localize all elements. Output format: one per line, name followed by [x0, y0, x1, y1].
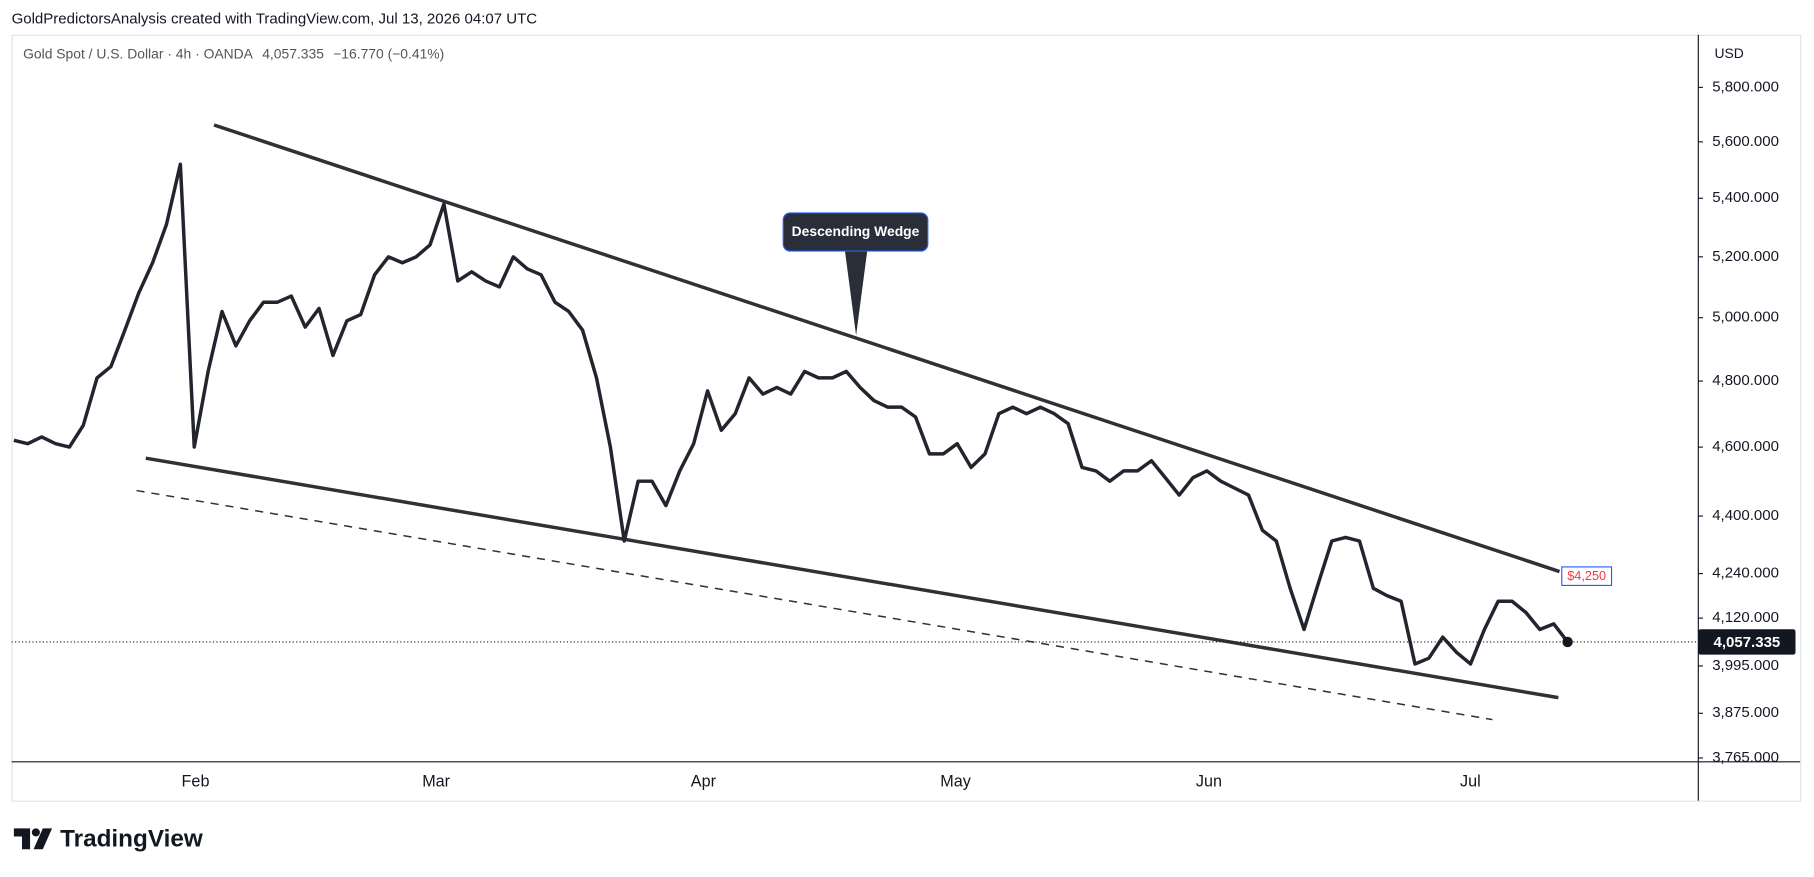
x-tick-label: Feb [182, 772, 210, 790]
last-price-tag [1698, 629, 1796, 655]
brand: TradingView [60, 825, 203, 852]
x-tick-label: Apr [691, 772, 717, 790]
last-price-label: 4,057.335 [1713, 634, 1780, 651]
symbol-title: Gold Spot / U.S. Dollar · 4h · OANDA 4,05… [23, 45, 444, 61]
symbol: Gold Spot / U.S. Dollar · 4h · OANDA [23, 45, 254, 61]
upper-trendline [213, 123, 1561, 574]
logo-part [33, 828, 53, 850]
y-tick-label: 5,800.000 [1712, 78, 1779, 95]
logo-part [13, 828, 31, 850]
logo-part [31, 828, 40, 837]
last-point [1562, 636, 1573, 648]
y-tick-label: 4,800.000 [1712, 372, 1779, 389]
x-tick-label: Mar [422, 772, 450, 790]
x-tick-label: May [940, 772, 971, 790]
header: GoldPredictorsAnalysis created with Trad… [12, 11, 538, 28]
y-tick-label: 4,400.000 [1712, 507, 1779, 524]
y-tick-label: 5,600.000 [1712, 133, 1779, 150]
chart-frame [11, 34, 1802, 802]
y-tick-label: 5,400.000 [1712, 189, 1779, 206]
dashed-trendline [136, 489, 1493, 721]
y-tick-label: 3,995.000 [1712, 657, 1779, 674]
x-tick-label: Jul [1460, 772, 1481, 790]
currency: USD [1715, 45, 1744, 61]
y-tick-label: 4,120.000 [1712, 609, 1779, 626]
y-tick-label: 4,240.000 [1712, 565, 1779, 582]
lower-trendline [145, 456, 1559, 700]
callout-box [782, 212, 929, 252]
change: −16.770 (−0.41%) [333, 45, 444, 61]
y-tick-label: 4,600.000 [1712, 438, 1779, 455]
logo-icon [13, 828, 53, 850]
price-note-box [1561, 566, 1613, 587]
y-tick-label: 5,200.000 [1712, 248, 1779, 265]
y-tick-label: 3,875.000 [1712, 704, 1779, 721]
plot [11, 162, 1699, 666]
price-line [13, 162, 1569, 666]
callout-pointer [844, 247, 868, 336]
y-tick-label: 5,000.000 [1712, 309, 1779, 326]
callout-text: Descending Wedge [792, 223, 920, 239]
y-tick-label: 3,765.000 [1712, 749, 1779, 766]
price-note: $4,250 [1567, 568, 1606, 583]
x-tick-label: Jun [1196, 772, 1222, 790]
price: 4,057.335 [262, 45, 324, 61]
